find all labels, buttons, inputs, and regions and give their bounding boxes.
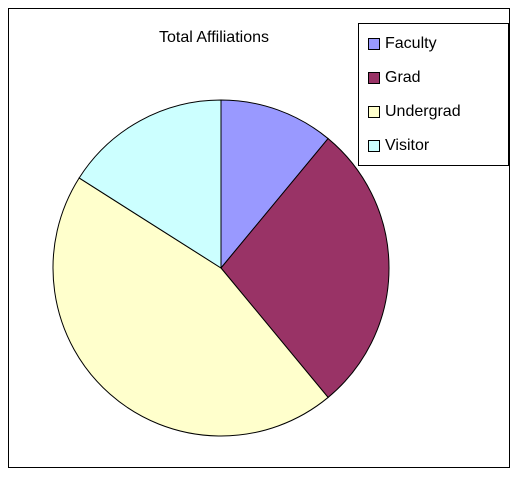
legend-swatch	[368, 140, 380, 152]
pie-slice	[52, 177, 329, 437]
legend-label: Visitor	[385, 137, 430, 154]
pie-slice	[78, 99, 222, 269]
legend-swatch	[368, 38, 380, 50]
pie-slice	[220, 99, 329, 270]
legend-swatch	[368, 72, 380, 84]
legend-label: Undergrad	[385, 103, 461, 120]
legend-swatch	[368, 106, 380, 118]
legend-box	[358, 23, 509, 166]
chart-title: Total Affiliations	[159, 29, 269, 46]
legend-label: Grad	[385, 69, 421, 86]
legend-label: Faculty	[385, 35, 437, 52]
pie-slice	[220, 137, 390, 399]
